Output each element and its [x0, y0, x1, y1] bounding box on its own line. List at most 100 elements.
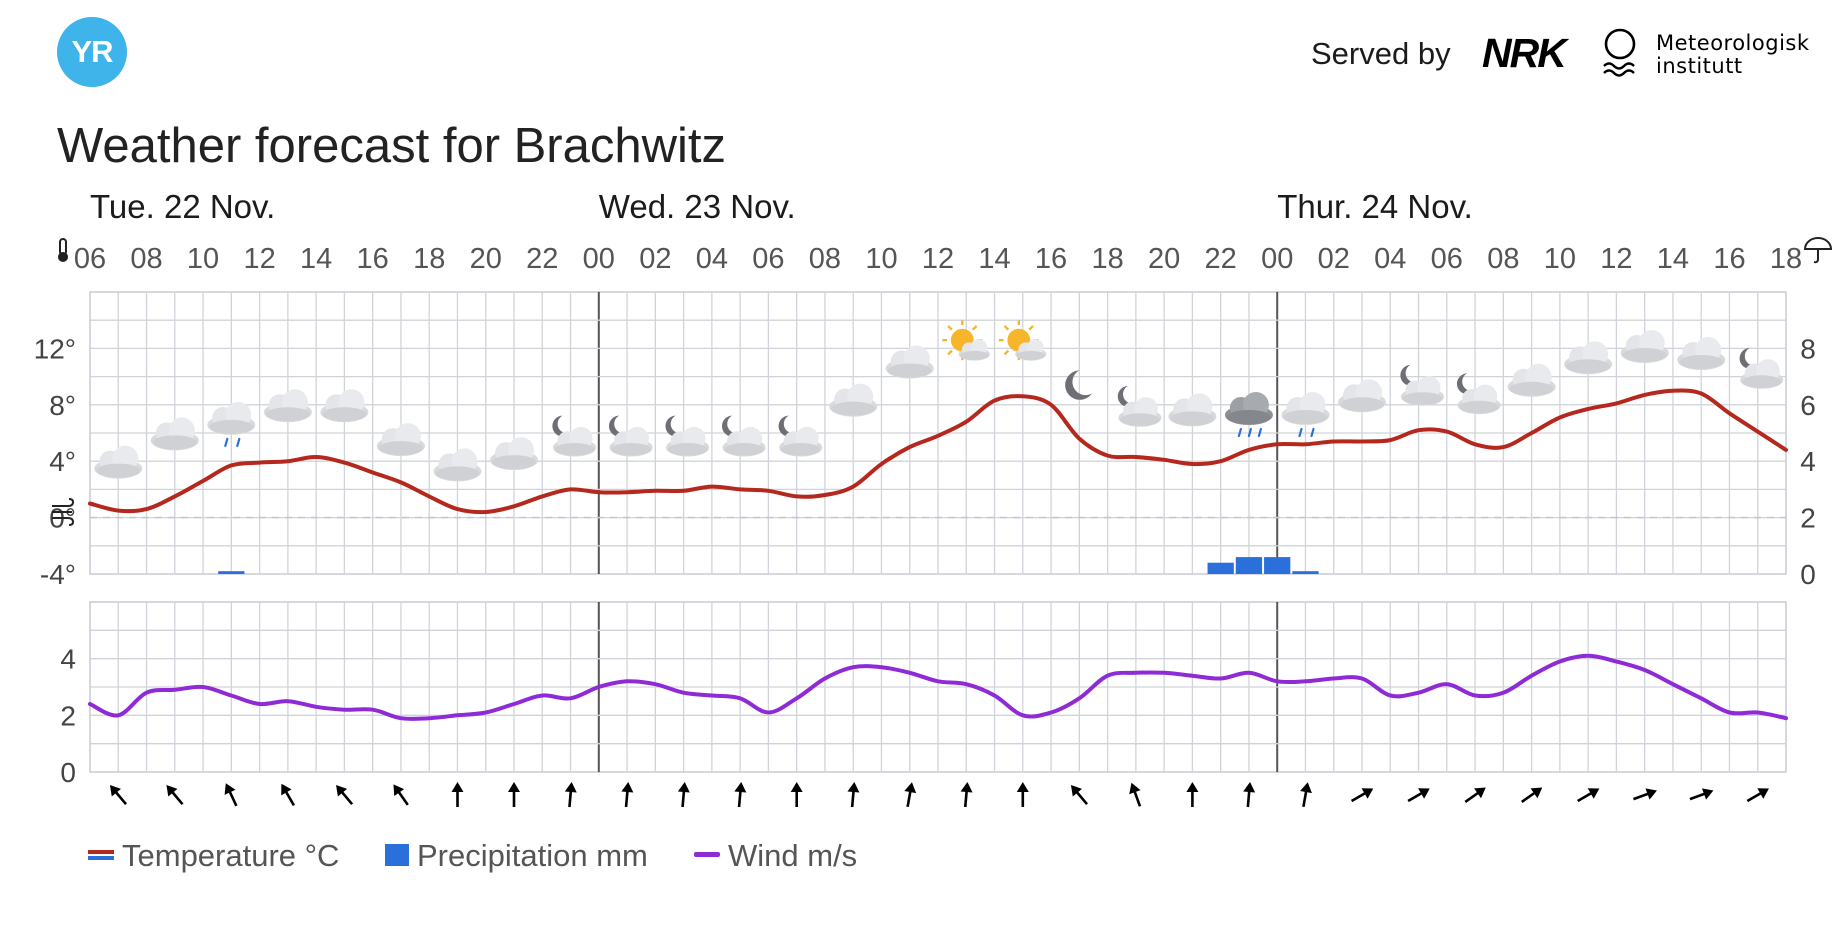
wind-tick-label: 2 — [60, 700, 76, 731]
hour-tick-label: 16 — [1035, 243, 1067, 275]
rain-icon — [1224, 392, 1273, 438]
wind-direction-arrow-icon — [1517, 781, 1547, 809]
cloudy-icon — [263, 389, 312, 423]
wind-direction-arrow-icon — [160, 779, 189, 810]
hour-tick-label: 20 — [470, 243, 502, 275]
precip-bar — [1207, 562, 1234, 574]
temp-tick-label: 8° — [49, 390, 76, 421]
hour-tick-label: 08 — [1487, 243, 1519, 275]
hour-tick-label: 10 — [865, 243, 897, 275]
cloudy-icon — [885, 345, 934, 379]
wind-direction-arrow-icon — [1240, 780, 1258, 809]
legend-label-wind: Wind m/s — [728, 838, 858, 873]
partly-cloudy-night-icon — [608, 415, 653, 457]
wind-direction-arrow-icon — [957, 780, 975, 809]
hour-tick-label: 12 — [922, 243, 954, 275]
served-by-label: Served by — [1311, 36, 1451, 71]
met-institute-logo-icon — [1603, 28, 1636, 77]
wind-direction-arrow-icon — [844, 780, 862, 809]
wind-direction-arrow-icon — [506, 780, 522, 809]
wind-direction-arrow-icon — [1460, 781, 1491, 809]
wind-direction-arrow-icon — [450, 780, 465, 809]
yr-logo[interactable]: YR — [57, 17, 127, 87]
page-title: Weather forecast for Brachwitz — [57, 119, 727, 173]
precip-bar — [1235, 557, 1263, 574]
temp-tick-label: 12° — [34, 333, 76, 364]
partly-cloudy-night-icon — [1400, 364, 1445, 406]
wind-direction-arrow-icon — [731, 780, 749, 809]
cloudy-icon — [1677, 337, 1726, 370]
light-rain-icon — [1281, 392, 1330, 438]
hour-tick-label: 14 — [1657, 243, 1689, 275]
hour-tick-label: 22 — [526, 243, 558, 275]
clear-night-icon — [1065, 370, 1092, 400]
hour-tick-label: 12 — [243, 243, 275, 275]
wind-direction-arrow-icon — [274, 779, 301, 810]
wind-direction-arrow-icon — [900, 779, 920, 810]
cloudy-icon — [1507, 363, 1556, 397]
hour-tick-label: 14 — [978, 243, 1010, 275]
met-institute-name[interactable]: Meteorologisk institutt — [1656, 32, 1810, 78]
hour-tick-label: 22 — [1205, 243, 1237, 275]
hour-tick-label: 08 — [809, 243, 841, 275]
wind-direction-arrow-icon — [1347, 782, 1378, 808]
wind-direction-arrow-icon — [562, 780, 579, 809]
cloudy-icon — [1620, 330, 1669, 363]
hour-tick-label: 00 — [1261, 243, 1293, 275]
partly-cloudy-night-icon — [665, 415, 710, 457]
hour-tick-label: 18 — [1091, 243, 1123, 275]
legend-item-wind[interactable]: Wind m/s — [694, 836, 857, 876]
cloudy-icon — [150, 417, 199, 451]
cloudy-icon — [320, 389, 369, 423]
precip-tick-label: 6 — [1800, 390, 1816, 421]
wind-direction-arrow-icon — [219, 779, 244, 810]
precip-tick-label: 8 — [1800, 333, 1816, 364]
light-rain-icon — [207, 401, 256, 447]
wind-direction-arrow-icon — [1065, 779, 1093, 810]
hour-tick-label: 10 — [1544, 243, 1576, 275]
cloudy-icon — [94, 445, 143, 479]
hour-tick-label: 04 — [696, 243, 728, 275]
hour-tick-label: 04 — [1374, 243, 1406, 275]
hour-tick-label: 12 — [1600, 243, 1632, 275]
partly-cloudy-night-icon — [1117, 385, 1162, 427]
precip-tick-label: 0 — [1800, 559, 1816, 590]
wind-icon — [52, 498, 75, 526]
wind-direction-arrow-icon — [1743, 782, 1774, 808]
wind-direction-arrow-icon — [1015, 780, 1031, 809]
partly-cloudy-night-icon — [778, 415, 823, 457]
day-label: Thur. 24 Nov. — [1277, 190, 1473, 225]
hour-tick-label: 06 — [74, 243, 106, 275]
hour-tick-label: 20 — [1148, 243, 1180, 275]
wind-direction-arrow-icon — [618, 780, 636, 809]
hour-tick-label: 10 — [187, 243, 219, 275]
precip-bar — [1292, 571, 1319, 574]
temp-tick-label: 4° — [49, 446, 76, 477]
cloudy-icon — [1338, 379, 1386, 413]
hour-tick-label: 16 — [1713, 243, 1745, 275]
wind-line — [88, 653, 1788, 721]
partly-cloudy-night-icon — [552, 415, 597, 457]
temp-tick-label: -4° — [40, 559, 76, 590]
thermometer-icon — [58, 238, 68, 262]
wind-direction-arrow-icon — [1403, 782, 1435, 808]
cloudy-icon — [433, 448, 482, 482]
precip-bar — [218, 571, 245, 574]
hour-tick-label: 02 — [639, 243, 671, 275]
nrk-logo[interactable]: NRK — [1482, 30, 1567, 76]
wind-direction-arrow-icon — [675, 780, 693, 809]
wind-direction-arrow-icon — [330, 779, 359, 810]
cloudy-icon — [1168, 393, 1217, 427]
day-label: Wed. 23 Nov. — [599, 190, 796, 225]
wind-tick-label: 0 — [60, 757, 76, 788]
cloudy-icon — [829, 383, 878, 417]
legend-item-temperature[interactable]: Temperature °C — [88, 836, 339, 876]
header: YR Served by NRK Meteorologisk institutt — [0, 0, 1841, 110]
wind-direction-arrow-icon — [1124, 779, 1147, 810]
met-name-line2: institutt — [1656, 54, 1743, 78]
wind-direction-arrow-icon — [1296, 779, 1315, 810]
precip-bar — [1264, 557, 1291, 574]
precipitation-swatch-icon — [385, 844, 409, 866]
legend-item-precipitation[interactable]: Precipitation mm — [385, 836, 648, 876]
wind-direction-arrow-icon — [1185, 780, 1200, 809]
